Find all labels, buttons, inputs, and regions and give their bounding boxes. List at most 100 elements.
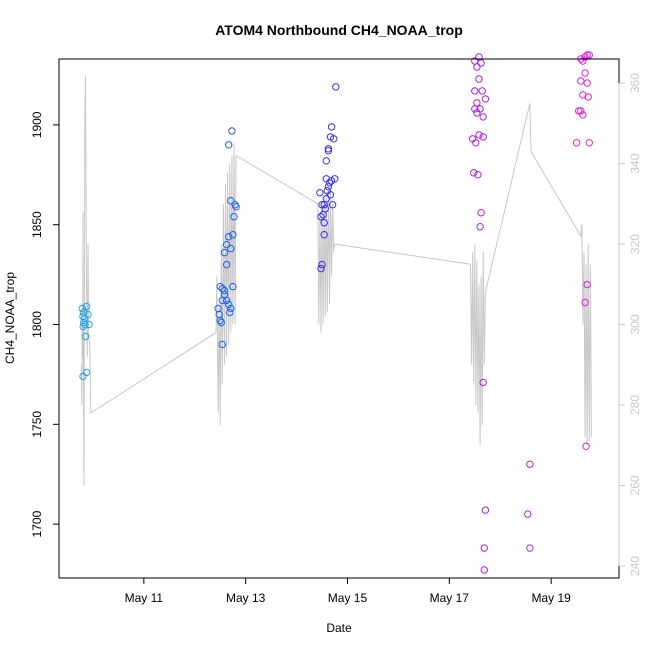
- data-point: [581, 69, 589, 77]
- y2-tick-label: 340: [628, 153, 642, 173]
- data-point: [583, 51, 591, 59]
- data-point: [583, 280, 591, 289]
- data-point: [479, 378, 487, 387]
- y-tick-label: 1900: [30, 111, 44, 138]
- data-point: [322, 175, 330, 183]
- data-point: [218, 340, 227, 349]
- data-point: [225, 233, 233, 241]
- x-tick-label: May 17: [430, 591, 470, 605]
- data-point: [524, 510, 532, 518]
- y2-tick-label: 320: [628, 234, 642, 254]
- data-point: [324, 183, 333, 191]
- y2-tick-label: 300: [628, 314, 642, 334]
- data-point: [228, 127, 236, 135]
- data-point: [85, 320, 93, 329]
- data-point: [477, 209, 485, 217]
- data-point: [324, 145, 333, 153]
- data-point: [471, 87, 479, 95]
- y2-tick-label: 240: [628, 556, 642, 576]
- data-point: [474, 171, 482, 179]
- data-point: [229, 282, 237, 291]
- data-point: [526, 544, 534, 552]
- data-point: [318, 260, 326, 269]
- y2-tick-label: 280: [628, 395, 642, 415]
- x-tick-label: May 15: [328, 591, 368, 605]
- data-point: [320, 231, 328, 239]
- y-axis-left: 1700 1750 1800 1850 1900: [30, 111, 59, 537]
- y-axis-label: CH4_NOAA_trop: [3, 272, 17, 364]
- data-point: [585, 51, 593, 59]
- data-point: [222, 240, 231, 249]
- data-point: [331, 175, 339, 183]
- data-point: [216, 282, 224, 291]
- x-tick-label: May 19: [531, 591, 571, 605]
- data-point: [220, 286, 229, 295]
- data-point: [480, 566, 488, 574]
- data-point: [577, 107, 585, 115]
- data-point: [78, 304, 87, 313]
- data-point: [477, 59, 485, 67]
- data-point: [472, 139, 480, 147]
- data-point: [481, 95, 490, 103]
- data-point: [581, 53, 589, 61]
- data-point: [330, 135, 338, 143]
- data-point: [585, 139, 593, 147]
- data-point: [82, 302, 91, 311]
- data-point: [475, 75, 483, 83]
- data-point: [229, 231, 237, 239]
- data-point: [583, 79, 591, 87]
- data-point: [470, 169, 478, 177]
- data-point: [316, 189, 324, 197]
- data-point: [471, 105, 479, 113]
- data-point: [479, 133, 487, 141]
- data-point: [584, 93, 592, 101]
- y-axis-right: 240 260 280 300 320 340 360: [618, 73, 642, 576]
- data-point: [80, 314, 89, 323]
- data-point: [476, 223, 484, 231]
- x-tick-label: May 11: [125, 591, 164, 605]
- data-point: [526, 460, 534, 468]
- data-point: [81, 332, 90, 341]
- y-tick-label: 1750: [30, 411, 44, 438]
- data-point: [481, 506, 490, 514]
- data-point: [79, 372, 87, 381]
- data-point: [317, 213, 325, 221]
- data-point: [577, 77, 585, 85]
- x-axis-label: Date: [326, 621, 352, 635]
- y-tick-label: 1700: [30, 510, 44, 537]
- data-point: [328, 201, 337, 209]
- x-tick-label: May 13: [226, 591, 266, 605]
- data-point: [579, 111, 587, 119]
- data-point: [220, 248, 229, 257]
- data-point: [317, 264, 325, 273]
- data-point: [320, 219, 328, 227]
- data-point: [324, 147, 333, 155]
- data-point: [320, 201, 328, 209]
- x-axis: May 11 May 13 May 15 May 17 May 19: [125, 578, 571, 605]
- data-point: [476, 105, 484, 113]
- y2-tick-label: 260: [628, 475, 642, 495]
- data-point: [232, 203, 240, 211]
- data-point: [582, 442, 590, 450]
- chart-title: ATOM4 Northbound CH4_NOAA_trop: [215, 22, 463, 38]
- y2-tick-label: 360: [628, 73, 642, 93]
- data-point: [227, 304, 235, 313]
- data-point: [475, 131, 483, 139]
- data-point: [322, 157, 330, 165]
- altitude-line: [80, 75, 592, 486]
- data-point: [222, 260, 231, 269]
- data-point: [226, 308, 234, 317]
- data-point: [478, 87, 486, 95]
- data-point: [225, 141, 233, 149]
- scatter-layer: [78, 51, 593, 574]
- data-point: [327, 123, 336, 131]
- data-point: [332, 83, 340, 91]
- y-tick-label: 1800: [30, 311, 44, 338]
- data-point: [225, 300, 233, 309]
- data-point: [227, 244, 235, 253]
- data-point: [326, 191, 335, 199]
- data-point: [321, 205, 329, 213]
- data-point: [230, 213, 238, 221]
- altitude-line-layer: [80, 75, 592, 486]
